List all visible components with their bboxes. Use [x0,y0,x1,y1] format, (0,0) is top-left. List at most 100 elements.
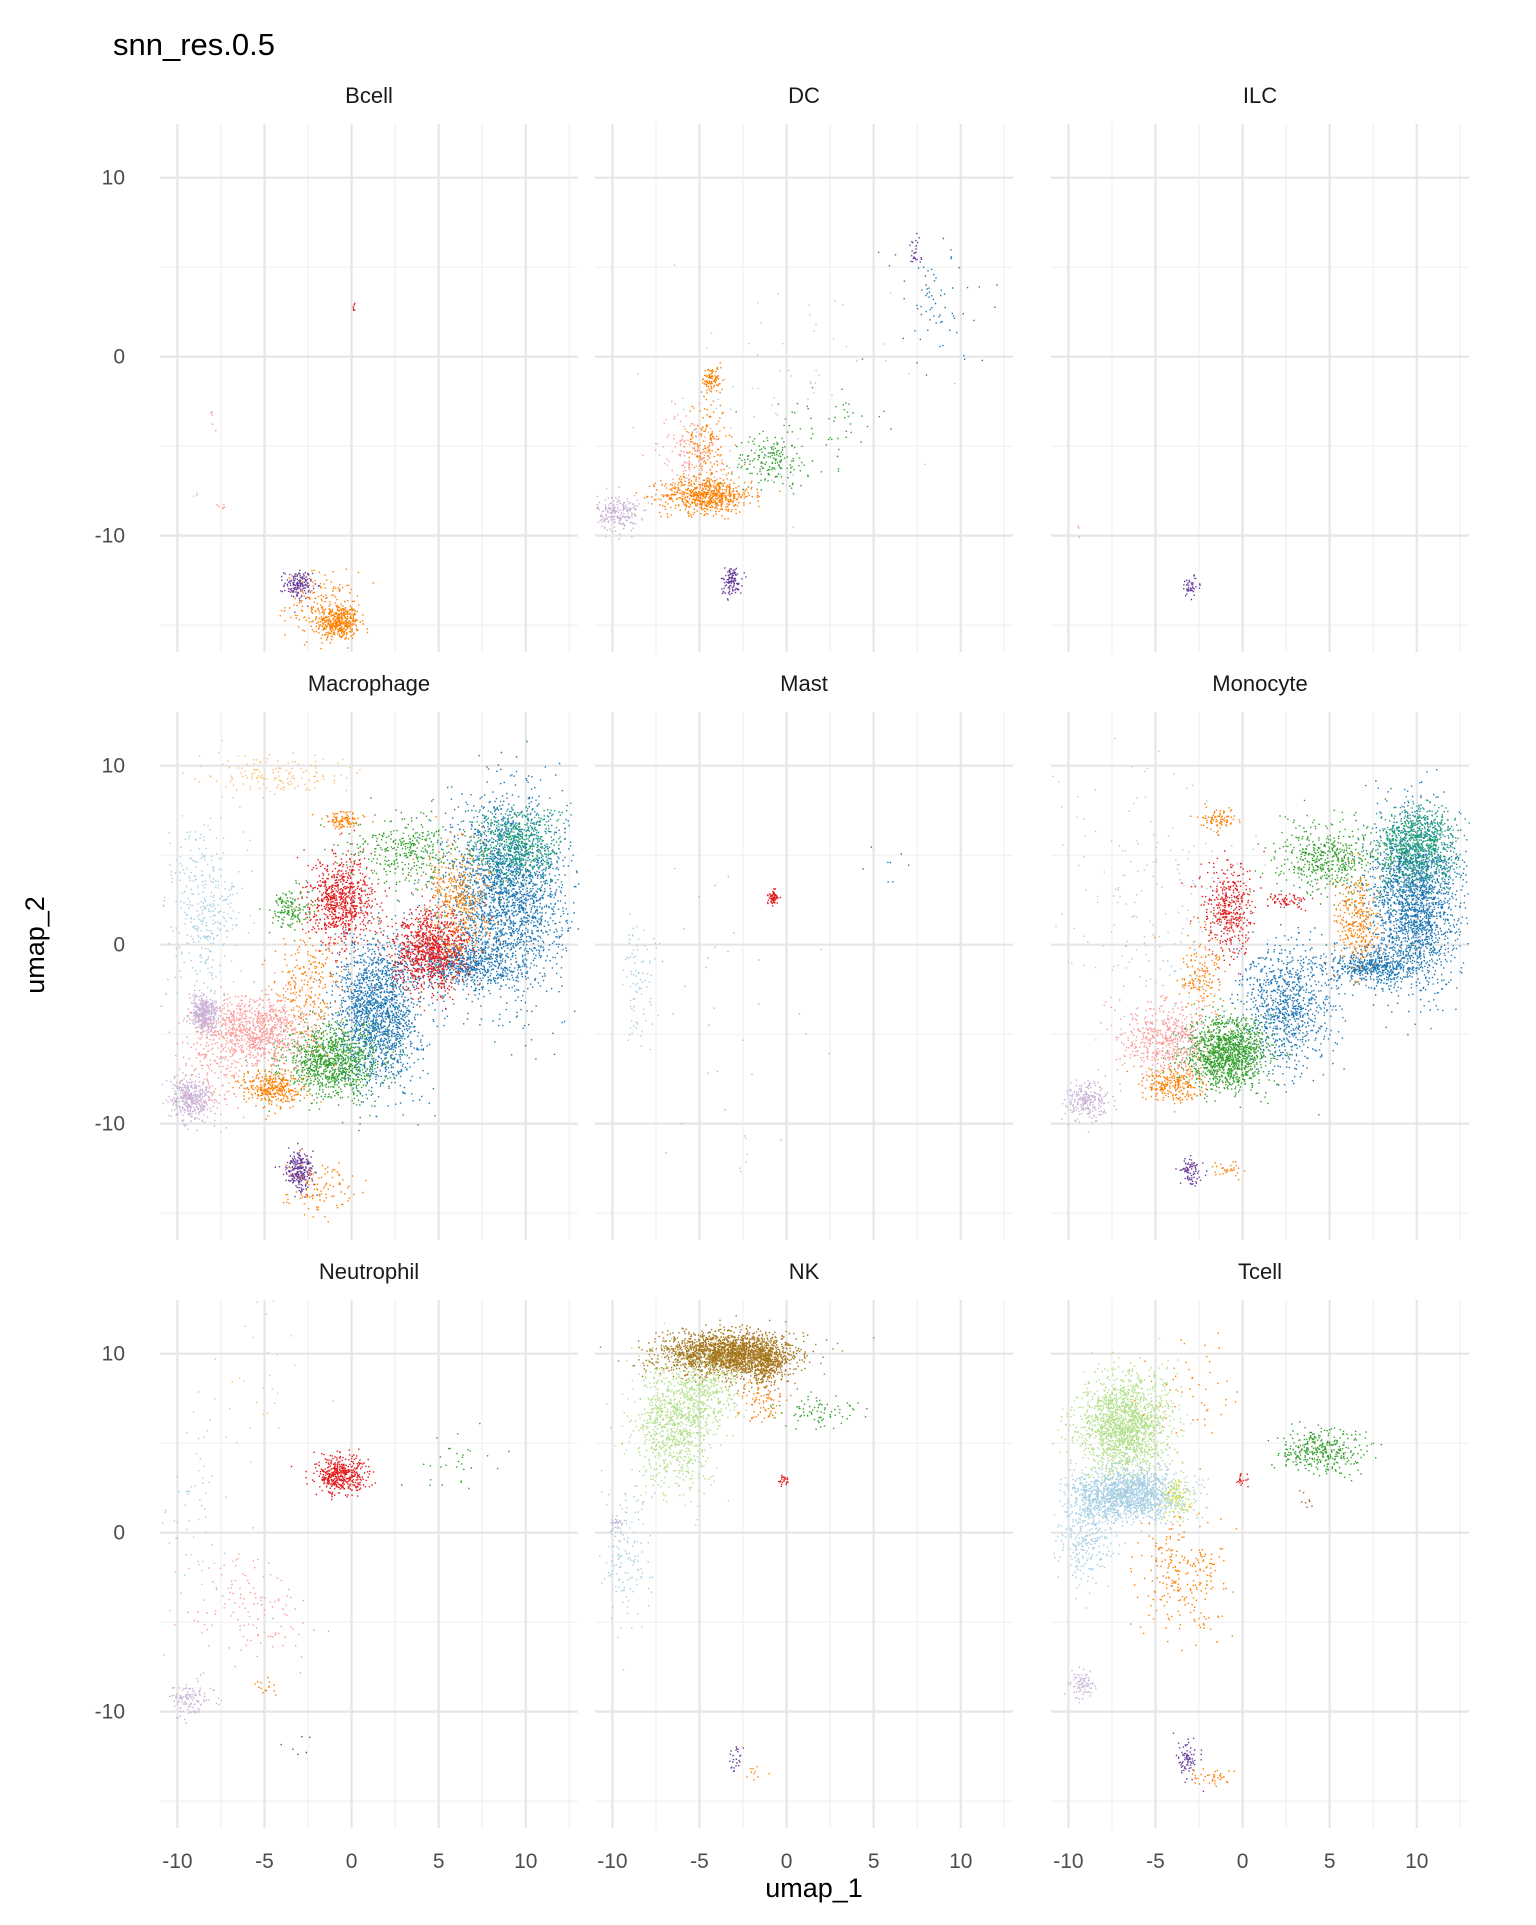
panel-points [622,846,910,1173]
cluster-point-path [282,1150,367,1223]
x-tick-label: -5 [1146,1850,1165,1873]
x-tick-label: 10 [949,1850,972,1873]
panel-nk: NK [595,1259,1013,1828]
x-tick-label: -10 [597,1850,627,1873]
panel-grid [160,1300,578,1828]
cluster-point-path [1130,1491,1238,1652]
y-tick-label: 10 [102,167,125,190]
panel-points [192,302,374,650]
cluster-c3-points [1154,916,1226,1033]
cluster-point-path [909,232,923,263]
panel-grid [160,124,578,652]
cluster-c2-points [735,358,928,478]
cluster-point-path [746,1765,770,1781]
cluster-c7-points [596,486,649,540]
x-tick-label: 5 [868,1850,880,1873]
panel-strip-label: ILC [1243,83,1277,108]
cluster-c3-points [725,1376,792,1423]
x-tick-label: 0 [346,1850,358,1873]
x-tick-label: -10 [162,1850,192,1873]
x-tick-label: 5 [1324,1850,1336,1873]
panel-grid [595,712,1013,1240]
cluster-c3-points [1130,1491,1238,1652]
cluster-point-path [280,569,320,613]
cluster-c2-points [401,1422,510,1490]
cluster-c13-points [1158,1471,1198,1523]
panel-neutrophil: Neutrophil [160,1259,578,1828]
cluster-c6-points [720,567,747,601]
cluster-c0-points [1212,886,1362,1116]
x-tick-label: 0 [1237,1850,1249,1873]
cluster-point-path [1064,1666,1097,1704]
y-tick-label: 10 [102,1343,125,1366]
cluster-point-path [261,905,352,1069]
cluster-point-path [599,1315,875,1390]
cluster-point-path [1183,574,1201,601]
cluster-c2-points [259,879,320,942]
cluster-point-path [182,739,361,808]
panel-points [160,739,580,1223]
cluster-c6-points [280,1736,311,1756]
cluster-c0-points [309,877,448,1132]
cluster-c1-points [1236,1473,1249,1488]
panel-strip-label: Neutrophil [319,1259,419,1284]
panel-dc: DC [595,83,1013,652]
cluster-point-path [596,486,649,540]
cluster-point-path [862,846,910,883]
cluster-point-path [1172,1732,1205,1792]
cluster-point-path [161,1068,222,1130]
cluster-c3-points [1126,1057,1207,1113]
cluster-c1-points [369,874,494,1012]
cluster-point-path [632,264,956,528]
cluster-c1-points [1181,834,1269,981]
cluster-c6-points [1183,574,1201,601]
cluster-point-path [259,879,320,942]
cluster-point-path [274,1142,318,1198]
cluster-c3-points [312,811,374,836]
x-tick-label: -5 [690,1850,709,1873]
cluster-c7-points [1061,1069,1122,1133]
cluster-point-path [720,567,747,601]
cluster-c3-points [673,381,737,511]
cluster-point-path [1158,1471,1198,1523]
cluster-c2-points [1162,995,1304,1108]
panel-points [161,1300,510,1756]
cluster-c5-points [210,411,217,432]
cluster-c5-points [1077,525,1081,538]
cluster-c6-points [909,232,923,263]
cluster-point-path [1191,1768,1235,1788]
panel-strip-label: Macrophage [308,671,430,696]
cluster-point-path [1212,886,1362,1116]
cluster-c5-points [174,1527,330,1674]
cluster-point-path [198,1300,335,1463]
cluster-point-path [1305,940,1431,994]
y-tick-label: -10 [95,1113,125,1136]
cluster-c3-points [295,598,369,649]
panel-grid [595,124,1013,652]
panel-grid [1051,124,1469,652]
cluster-c12-points [1299,1490,1313,1508]
cluster-c1-points [766,888,781,907]
cluster-c10-points [599,1315,875,1390]
cluster-point-path [1126,1057,1207,1113]
cluster-c3-points [1190,803,1241,834]
cluster-point-path [210,411,217,432]
cluster-c1-points [1267,893,1314,912]
cluster-c0-points [377,931,541,1002]
cluster-point-path [735,358,928,478]
cluster-c3-points [261,905,352,1069]
y-tick-label: 0 [113,1522,125,1545]
cluster-c7-points [169,1672,222,1724]
cluster-point-path [1162,995,1304,1108]
cluster-point-path [292,829,388,968]
panel-points [1052,1332,1382,1792]
cluster-c0-points [877,237,998,364]
chart-title: snn_res.0.5 [113,27,275,62]
cluster-point-path [1077,525,1081,538]
panel-ilc: ILC [1051,83,1469,652]
cluster-point-path [290,1448,376,1501]
cluster-c3-points [1191,1768,1235,1788]
y-tick-label: 0 [113,934,125,957]
cluster-point-path [645,1340,782,1446]
